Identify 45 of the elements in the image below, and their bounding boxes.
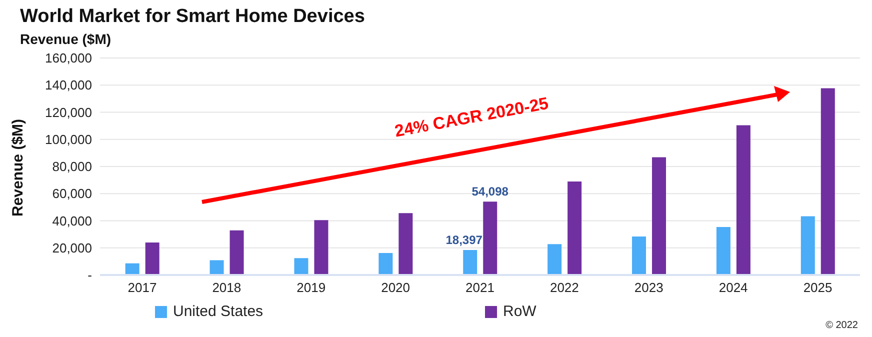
bar: [820, 88, 835, 275]
x-tick-label: 2020: [381, 280, 410, 296]
y-tick-label: 40,000: [52, 213, 92, 228]
y-tick-label: 140,000: [45, 78, 92, 93]
bar: [378, 253, 393, 275]
bar: [548, 244, 562, 275]
annotation: 24% CAGR 2020-25: [393, 94, 550, 142]
bar: [294, 258, 308, 275]
y-tick-label: 100,000: [45, 132, 92, 147]
x-tick-label: 2024: [718, 280, 748, 296]
x-tick-label: 2017: [128, 280, 157, 296]
x-tick-label: 2023: [634, 280, 664, 296]
text: © 2022: [826, 320, 858, 331]
legend-label: United States: [172, 303, 264, 320]
bar: [800, 216, 815, 275]
y-tick-label: 160,000: [45, 50, 92, 66]
bar: [230, 230, 244, 275]
x-tick-label: 2021: [466, 280, 494, 296]
bar: [145, 242, 160, 275]
y-axis-title: Revenue ($M): [9, 118, 26, 216]
x-tick-label: 2022: [550, 280, 579, 296]
x-tick-label: 2025: [803, 280, 832, 296]
bar: [632, 236, 646, 275]
bar: [210, 260, 224, 275]
y-tick-label: 20,000: [52, 240, 92, 256]
y-tick-label: -: [88, 268, 92, 283]
chart-subtitle: Revenue ($M): [20, 31, 112, 47]
y-tick-label: 80,000: [52, 159, 92, 174]
bar: [652, 157, 666, 275]
y-tick-label: 120,000: [45, 104, 92, 120]
y-tick-label: 60,000: [52, 186, 92, 202]
bar: [463, 250, 478, 275]
bar: [568, 182, 582, 275]
bar: [716, 226, 730, 275]
x-tick-label: 2018: [212, 280, 242, 296]
bar: [125, 263, 140, 275]
x-tick-label: 2019: [296, 280, 326, 296]
bar: [736, 125, 750, 275]
data-label: 54,098: [472, 184, 509, 199]
legend-label: RoW: [502, 303, 538, 320]
chart-title: World Market for Smart Home Devices: [20, 6, 365, 28]
bar: [483, 202, 498, 275]
data-label: 18,397: [446, 233, 483, 248]
bar: [314, 220, 328, 275]
bar: [398, 213, 413, 275]
